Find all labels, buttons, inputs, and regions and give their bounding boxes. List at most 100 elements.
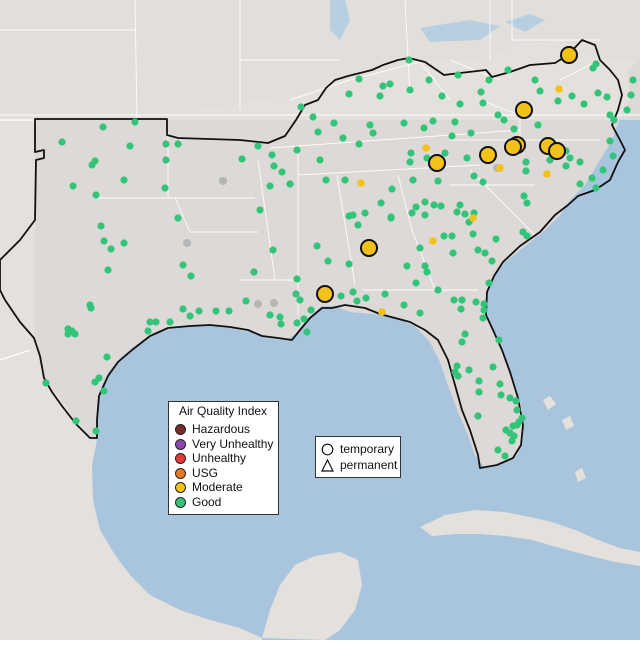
monitor-good[interactable]	[339, 134, 347, 142]
monitor-good[interactable]	[488, 257, 496, 265]
monitor-good[interactable]	[349, 288, 357, 296]
monitor-good[interactable]	[187, 272, 195, 280]
monitor-moderate-temporary[interactable]	[360, 239, 378, 257]
monitor-good[interactable]	[453, 208, 461, 216]
monitor-good[interactable]	[405, 56, 413, 64]
monitor-good[interactable]	[408, 209, 416, 217]
monitor-good[interactable]	[448, 232, 456, 240]
monitor-good[interactable]	[580, 100, 588, 108]
monitor-good[interactable]	[441, 149, 449, 157]
monitor-good[interactable]	[179, 305, 187, 313]
monitor-moderate[interactable]	[357, 179, 365, 187]
monitor-good[interactable]	[146, 318, 154, 326]
monitor-good[interactable]	[297, 103, 305, 111]
monitor-good[interactable]	[72, 417, 80, 425]
monitor-good[interactable]	[355, 75, 363, 83]
monitor-good[interactable]	[504, 66, 512, 74]
monitor-good[interactable]	[278, 168, 286, 176]
monitor-good[interactable]	[451, 118, 459, 126]
monitor-good[interactable]	[479, 314, 487, 322]
monitor-good[interactable]	[152, 318, 160, 326]
monitor-no-data[interactable]	[254, 300, 262, 308]
monitor-good[interactable]	[522, 158, 530, 166]
monitor-good[interactable]	[212, 307, 220, 315]
monitor-good[interactable]	[366, 121, 374, 129]
monitor-good[interactable]	[494, 446, 502, 454]
monitor-good[interactable]	[421, 198, 429, 206]
monitor-good[interactable]	[369, 129, 377, 137]
monitor-good[interactable]	[92, 191, 100, 199]
monitor-good[interactable]	[330, 119, 338, 127]
monitor-good[interactable]	[314, 128, 322, 136]
monitor-good[interactable]	[522, 167, 530, 175]
monitor-good[interactable]	[174, 140, 182, 148]
monitor-good[interactable]	[494, 111, 502, 119]
monitor-good[interactable]	[307, 306, 315, 314]
monitor-good[interactable]	[454, 71, 462, 79]
monitor-good[interactable]	[534, 121, 542, 129]
monitor-good[interactable]	[500, 116, 508, 124]
monitor-good[interactable]	[589, 64, 597, 72]
monitor-good[interactable]	[456, 100, 464, 108]
monitor-good[interactable]	[161, 184, 169, 192]
monitor-good[interactable]	[475, 377, 483, 385]
monitor-good[interactable]	[42, 379, 50, 387]
monitor-good[interactable]	[434, 286, 442, 294]
monitor-good[interactable]	[430, 201, 438, 209]
monitor-moderate[interactable]	[555, 85, 563, 93]
monitor-moderate[interactable]	[429, 237, 437, 245]
monitor-good[interactable]	[104, 266, 112, 274]
monitor-good[interactable]	[456, 201, 464, 209]
monitor-good[interactable]	[420, 124, 428, 132]
monitor-good[interactable]	[606, 137, 614, 145]
monitor-good[interactable]	[492, 235, 500, 243]
monitor-good[interactable]	[254, 142, 262, 150]
monitor-good[interactable]	[293, 146, 301, 154]
monitor-good[interactable]	[266, 182, 274, 190]
monitor-moderate[interactable]	[543, 170, 551, 178]
monitor-good[interactable]	[353, 297, 361, 305]
monitor-good[interactable]	[400, 119, 408, 127]
monitor-good[interactable]	[292, 290, 300, 298]
monitor-good[interactable]	[88, 161, 96, 169]
monitor-good[interactable]	[481, 249, 489, 257]
monitor-good[interactable]	[64, 330, 72, 338]
monitor-good[interactable]	[100, 237, 108, 245]
monitor-moderate-temporary[interactable]	[515, 101, 533, 119]
monitor-good[interactable]	[107, 245, 115, 253]
monitor-good[interactable]	[554, 97, 562, 105]
monitor-good[interactable]	[429, 117, 437, 125]
monitor-good[interactable]	[438, 92, 446, 100]
monitor-no-data[interactable]	[183, 239, 191, 247]
monitor-good[interactable]	[495, 336, 503, 344]
monitor-good[interactable]	[349, 211, 357, 219]
monitor-good[interactable]	[496, 380, 504, 388]
monitor-good[interactable]	[576, 180, 584, 188]
monitor-good[interactable]	[174, 214, 182, 222]
monitor-good[interactable]	[497, 391, 505, 399]
monitor-good[interactable]	[599, 166, 607, 174]
monitor-good[interactable]	[627, 91, 635, 99]
monitor-good[interactable]	[416, 244, 424, 252]
monitor-good[interactable]	[313, 242, 321, 250]
monitor-no-data[interactable]	[270, 299, 278, 307]
monitor-good[interactable]	[592, 184, 600, 192]
monitor-good[interactable]	[120, 239, 128, 247]
monitor-good[interactable]	[523, 199, 531, 207]
monitor-good[interactable]	[434, 177, 442, 185]
monitor-good[interactable]	[100, 387, 108, 395]
monitor-good[interactable]	[387, 214, 395, 222]
monitor-good[interactable]	[412, 203, 420, 211]
monitor-good[interactable]	[568, 92, 576, 100]
monitor-good[interactable]	[510, 125, 518, 133]
monitor-good[interactable]	[126, 142, 134, 150]
monitor-good[interactable]	[99, 123, 107, 131]
monitor-good[interactable]	[480, 306, 488, 314]
monitor-good[interactable]	[386, 80, 394, 88]
monitor-moderate[interactable]	[378, 308, 386, 316]
monitor-moderate[interactable]	[469, 214, 477, 222]
monitor-moderate-temporary[interactable]	[548, 142, 566, 160]
monitor-good[interactable]	[266, 311, 274, 319]
